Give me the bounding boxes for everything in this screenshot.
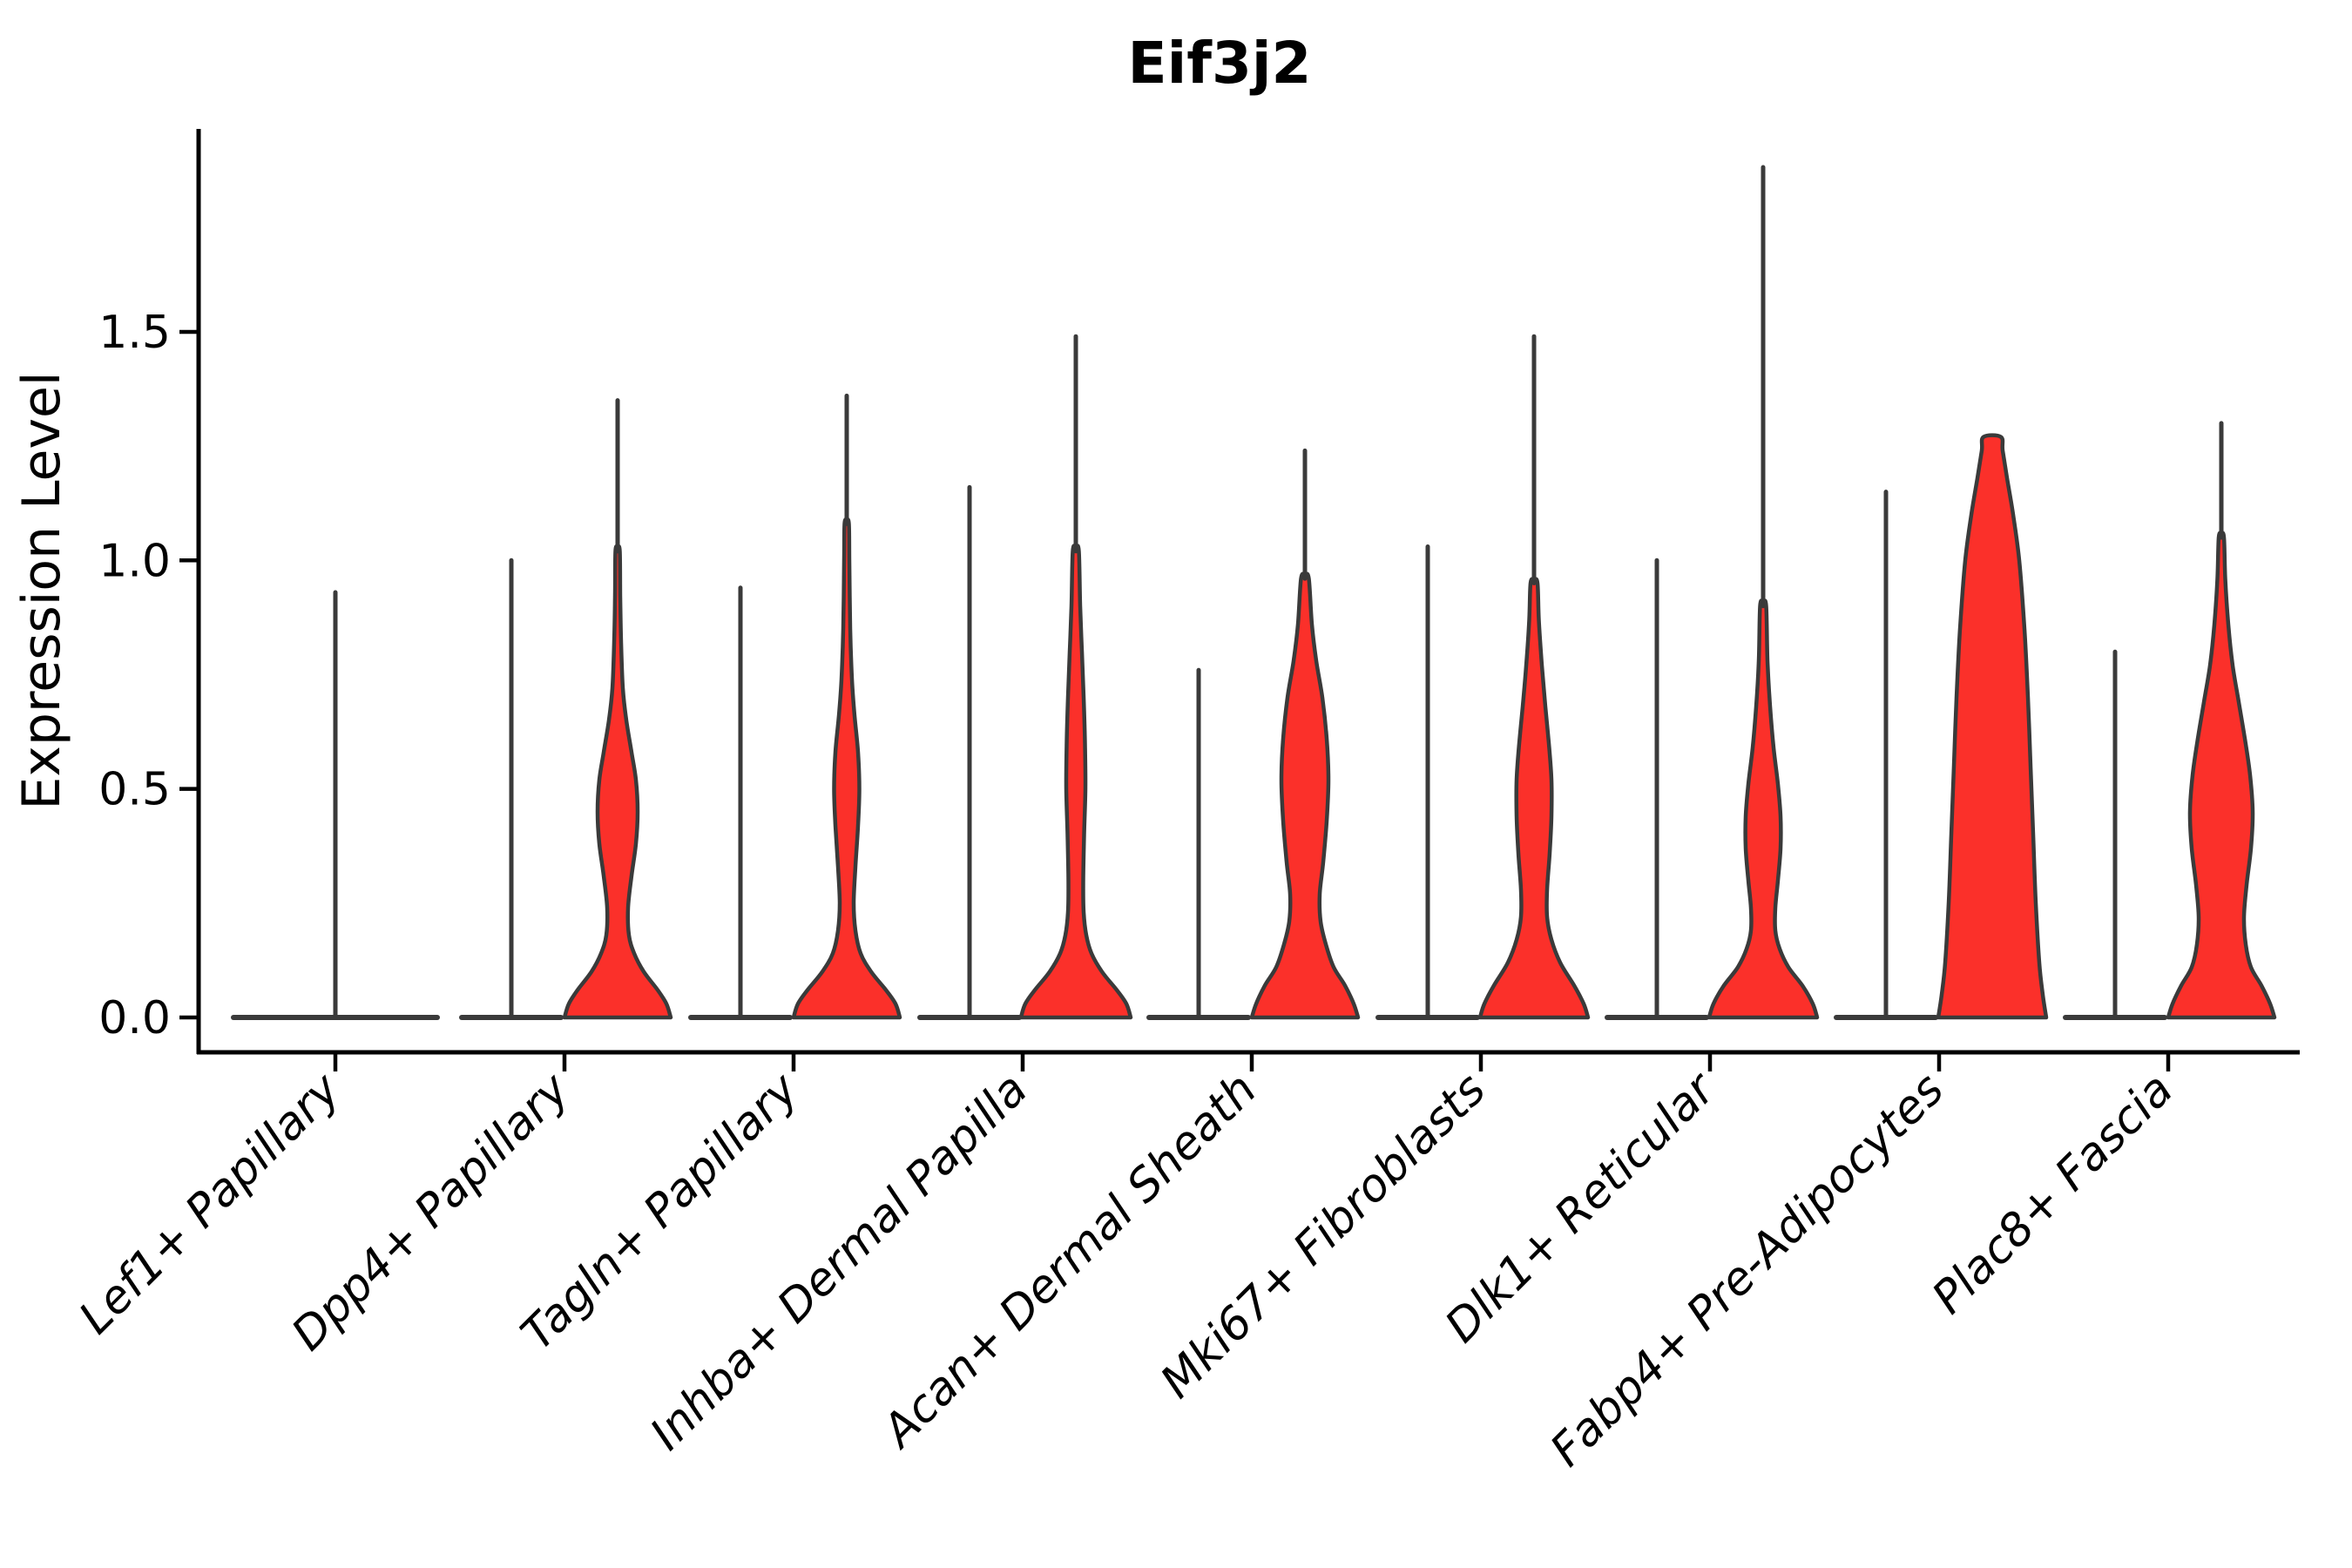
chart-title: Eif3j2 xyxy=(1128,30,1312,97)
y-tick-label: 1.5 xyxy=(98,307,171,359)
y-axis-label: Expression Level xyxy=(11,371,72,809)
violin-body xyxy=(2166,531,2277,1020)
violin-cat9-body xyxy=(2166,421,2277,1020)
violin-cat7-spike xyxy=(1605,558,1709,1020)
violin-cat2-spike xyxy=(459,558,564,1020)
violin-cat1-spike xyxy=(231,590,440,1020)
violin-body xyxy=(1018,544,1133,1020)
x-tick-label: Fabp4+ Pre-Adipocytes xyxy=(1541,1064,1955,1477)
violin-cat5-spike xyxy=(1146,667,1251,1020)
violin-cat3-body xyxy=(791,393,902,1020)
x-tick-label: Inhba+ Dermal Papilla xyxy=(640,1064,1037,1461)
violin-cat4-body xyxy=(1018,334,1133,1020)
violin-cat6-spike xyxy=(1375,544,1480,1020)
violin-cat3-spike xyxy=(688,585,793,1020)
violin-body xyxy=(562,544,673,1020)
violin-cat6-body xyxy=(1477,334,1591,1020)
violin-body xyxy=(1249,571,1361,1020)
violin-cat8-spike xyxy=(1834,490,1938,1020)
violins-layer xyxy=(231,165,2277,1020)
violin-cat5-body xyxy=(1249,448,1361,1020)
x-tick-label: Plac8+ Fascia xyxy=(1923,1064,2183,1324)
violin-cat8-body xyxy=(1936,433,2049,1020)
violin-cat9-spike xyxy=(2063,649,2167,1020)
y-tick-label: 0.5 xyxy=(98,764,171,816)
violin-body xyxy=(1477,577,1591,1020)
violin-body xyxy=(791,517,902,1020)
y-tick-label: 0.0 xyxy=(98,992,171,1044)
violin-cat2-body xyxy=(562,398,673,1020)
violin-cat7-body xyxy=(1707,165,1820,1020)
violin-body xyxy=(1936,433,2049,1020)
x-tick-label: Acan+ Dermal Sheath xyxy=(871,1064,1267,1459)
violin-body xyxy=(1707,598,1820,1020)
y-tick-label: 1.0 xyxy=(98,535,171,587)
violin-cat4-spike xyxy=(917,484,1022,1020)
